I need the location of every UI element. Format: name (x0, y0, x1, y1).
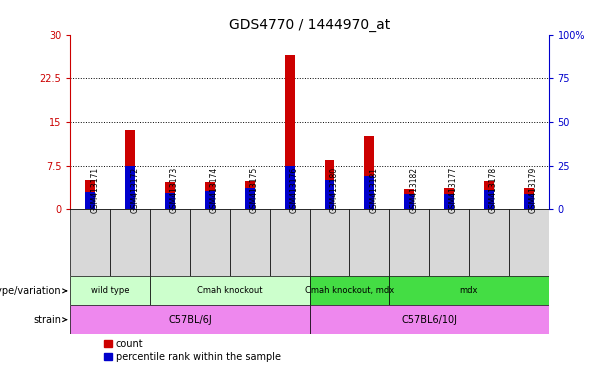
Bar (310, 276, 389, 305)
Text: GSM413176: GSM413176 (289, 166, 299, 213)
Bar (270, 209, 310, 276)
Text: Cmah knockout: Cmah knockout (197, 286, 262, 295)
Bar (110, 209, 150, 276)
Text: GSM413179: GSM413179 (528, 166, 538, 213)
Text: strain: strain (33, 314, 67, 325)
Bar (125, 130, 135, 209)
Bar (364, 176, 375, 209)
Bar (70, 209, 110, 276)
Text: wild type: wild type (91, 286, 129, 295)
Text: GSM413172: GSM413172 (130, 167, 139, 213)
Bar (230, 209, 270, 276)
Bar (324, 160, 335, 209)
Bar (284, 166, 295, 209)
Bar (324, 180, 335, 209)
Legend: count, percentile rank within the sample: count, percentile rank within the sample (104, 339, 281, 362)
Bar (484, 181, 494, 209)
Bar (404, 194, 414, 209)
Text: C57BL/6J: C57BL/6J (168, 314, 212, 325)
Bar (389, 276, 549, 305)
Bar (349, 209, 389, 276)
Text: genotype/variation: genotype/variation (0, 286, 67, 296)
Bar (70, 305, 310, 334)
Text: C57BL6/10J: C57BL6/10J (401, 314, 457, 325)
Bar (429, 209, 469, 276)
Bar (310, 305, 549, 334)
Bar (364, 136, 375, 209)
Text: GSM413175: GSM413175 (250, 166, 259, 213)
Bar (509, 209, 549, 276)
Text: GSM413178: GSM413178 (489, 167, 498, 213)
Text: GSM413182: GSM413182 (409, 167, 418, 213)
Bar (190, 209, 230, 276)
Bar (150, 276, 310, 305)
Bar (524, 194, 534, 209)
Text: GSM413181: GSM413181 (369, 167, 378, 213)
Bar (524, 188, 534, 209)
Bar (469, 209, 509, 276)
Bar (389, 209, 429, 276)
Bar (444, 188, 454, 209)
Bar (245, 181, 255, 209)
Bar (284, 55, 295, 209)
Bar (85, 180, 96, 209)
Bar (125, 166, 135, 209)
Text: GSM413173: GSM413173 (170, 166, 179, 213)
Text: Cmah knockout, mdx: Cmah knockout, mdx (305, 286, 394, 295)
Bar (310, 209, 349, 276)
Text: GSM413171: GSM413171 (91, 167, 99, 213)
Text: GSM413180: GSM413180 (330, 167, 338, 213)
Bar (70, 276, 150, 305)
Text: GSM413177: GSM413177 (449, 166, 458, 213)
Bar (85, 192, 96, 209)
Bar (245, 188, 255, 209)
Bar (165, 193, 175, 209)
Text: GSM413174: GSM413174 (210, 166, 219, 213)
Text: mdx: mdx (460, 286, 478, 295)
Bar (484, 190, 494, 209)
Bar (165, 182, 175, 209)
Title: GDS4770 / 1444970_at: GDS4770 / 1444970_at (229, 18, 390, 32)
Bar (205, 191, 215, 209)
Bar (150, 209, 190, 276)
Bar (444, 194, 454, 209)
Bar (205, 182, 215, 209)
Bar (404, 189, 414, 209)
